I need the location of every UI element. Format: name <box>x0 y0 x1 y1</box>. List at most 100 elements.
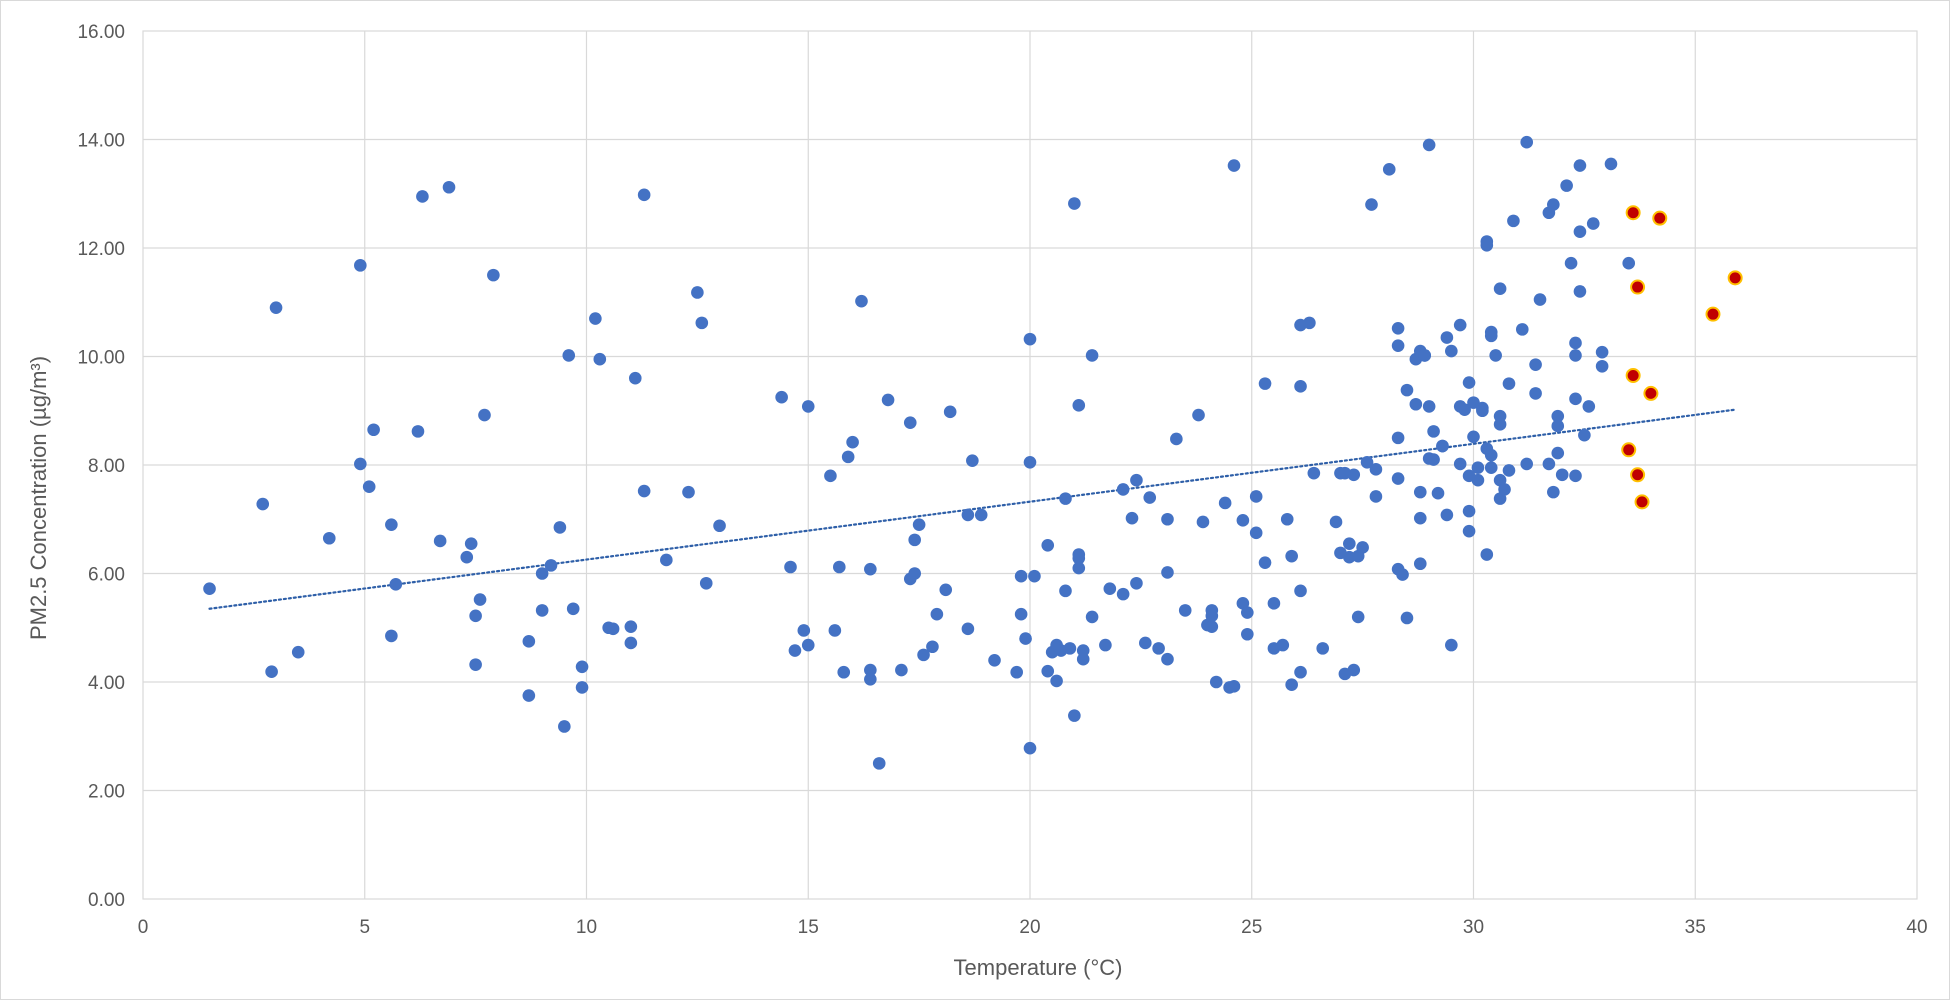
data-point <box>1227 159 1241 172</box>
data-point <box>1573 159 1587 172</box>
data-point <box>1050 674 1063 688</box>
data-point <box>1343 537 1356 550</box>
data-point <box>1586 217 1600 230</box>
data-point <box>1453 318 1467 332</box>
x-tick-label: 10 <box>576 917 597 938</box>
data-point <box>1578 428 1591 442</box>
data-point <box>1564 256 1578 270</box>
highlighted-data-point <box>1643 385 1659 401</box>
data-point <box>1418 349 1432 362</box>
y-tick-label: 10.00 <box>77 348 125 369</box>
data-point <box>1569 349 1582 362</box>
data-point <box>1413 557 1427 571</box>
data-point <box>1294 584 1307 598</box>
data-point <box>1116 483 1130 496</box>
data-point <box>988 654 1001 667</box>
data-point <box>1285 549 1298 563</box>
data-point <box>1493 418 1507 431</box>
data-point <box>1476 404 1489 418</box>
data-point <box>469 658 482 671</box>
data-point <box>908 533 921 547</box>
data-point <box>416 190 429 203</box>
data-point <box>1267 597 1281 610</box>
data-point <box>1480 238 1494 252</box>
data-point <box>1178 604 1192 617</box>
data-point <box>1413 511 1427 525</box>
data-point <box>775 390 788 404</box>
trendline-layer <box>208 408 1737 610</box>
data-point <box>1520 135 1534 149</box>
data-point <box>1445 344 1458 358</box>
data-point <box>1462 524 1476 538</box>
data-point <box>544 559 558 572</box>
data-point <box>1520 457 1534 471</box>
data-point <box>269 301 283 314</box>
data-point <box>1258 377 1272 390</box>
data-point <box>1502 464 1516 477</box>
data-point <box>1130 473 1143 487</box>
data-point <box>828 624 842 637</box>
data-point <box>801 638 815 652</box>
data-point <box>974 508 988 522</box>
data-point <box>1422 400 1436 413</box>
data-point <box>1471 473 1485 487</box>
data-point <box>1307 466 1321 480</box>
data-point <box>1227 680 1241 693</box>
data-point <box>1484 448 1498 462</box>
data-point <box>881 393 895 407</box>
data-point <box>895 663 908 677</box>
data-point <box>1507 214 1520 228</box>
data-point <box>966 454 979 467</box>
data-points <box>203 135 1743 770</box>
data-point <box>606 622 620 636</box>
x-tick-label: 20 <box>1019 917 1040 938</box>
data-point <box>562 349 576 362</box>
data-point <box>1569 392 1582 406</box>
data-point <box>801 400 815 413</box>
data-point <box>265 665 278 678</box>
data-point <box>1303 316 1316 330</box>
data-point <box>1409 397 1423 411</box>
data-point <box>1573 285 1587 298</box>
data-point <box>1294 665 1307 679</box>
y-tick-label: 14.00 <box>77 131 125 152</box>
data-point <box>1161 566 1174 579</box>
data-point <box>535 567 549 580</box>
data-point <box>1170 432 1183 446</box>
highlighted-data-point <box>1634 494 1650 510</box>
data-point <box>1023 332 1037 346</box>
highlighted-data-point <box>1630 279 1646 295</box>
data-point <box>1391 321 1405 335</box>
data-point <box>1356 541 1369 554</box>
data-point <box>784 560 797 574</box>
x-tick-label: 25 <box>1241 917 1262 938</box>
data-point <box>575 660 589 674</box>
data-point <box>460 550 474 564</box>
data-point <box>1241 627 1254 641</box>
data-point <box>695 316 709 330</box>
data-point <box>637 484 651 498</box>
data-point <box>1622 256 1636 270</box>
data-point <box>624 636 638 650</box>
data-point <box>1072 399 1086 412</box>
data-point <box>433 534 447 548</box>
data-point <box>1604 157 1618 171</box>
data-point <box>1014 569 1028 583</box>
data-point <box>1471 461 1485 475</box>
data-point <box>469 609 482 623</box>
x-tick-label: 35 <box>1685 917 1706 938</box>
data-point <box>1116 587 1130 601</box>
data-point <box>1595 345 1609 359</box>
data-point <box>1440 508 1454 522</box>
x-tick-label: 5 <box>359 917 370 938</box>
data-point <box>824 469 837 483</box>
data-point <box>1063 642 1077 655</box>
highlighted-data-point <box>1625 367 1641 383</box>
y-axis-title: PM2.5 Concentration (µg/m³) <box>26 356 51 640</box>
data-point <box>855 294 868 308</box>
data-point <box>1582 400 1596 413</box>
data-point <box>1280 512 1294 526</box>
data-point <box>535 604 549 617</box>
data-point <box>1542 457 1556 471</box>
y-tick-label: 8.00 <box>88 456 125 477</box>
